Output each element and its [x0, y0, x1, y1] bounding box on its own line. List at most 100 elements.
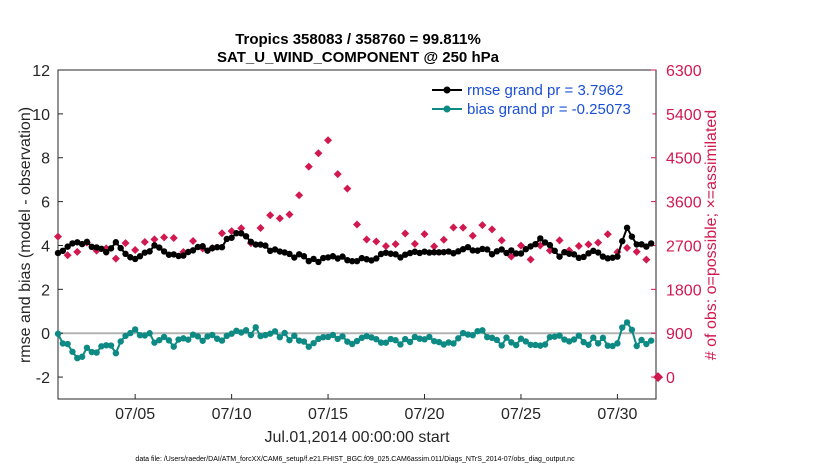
y-tick-label: 10: [32, 107, 50, 124]
obs-assimilated-marker: [140, 238, 149, 247]
rmse-marker: [223, 235, 230, 243]
rmse-marker: [170, 251, 177, 258]
legend: rmse grand pr = 3.7962 bias grand pr = -…: [425, 79, 653, 123]
obs-assimilated-marker: [632, 247, 641, 256]
bias-marker: [377, 339, 385, 346]
obs-assimilated-marker: [516, 241, 525, 250]
rmse-marker: [373, 255, 380, 262]
bias-marker: [204, 333, 211, 340]
y-right-tick-label: 2700: [666, 238, 702, 255]
rmse-marker: [643, 243, 650, 250]
rmse-marker: [213, 244, 221, 251]
rmse-marker: [580, 253, 587, 261]
bias-marker: [324, 333, 332, 341]
rmse-marker: [88, 243, 95, 251]
rmse-marker: [242, 233, 250, 240]
bias-marker: [175, 336, 182, 343]
bias-marker: [368, 334, 375, 341]
bias-marker: [310, 339, 317, 347]
rmse-marker: [54, 249, 62, 257]
legend-box: [425, 79, 653, 123]
rmse-marker: [324, 254, 332, 261]
x-tick-label: 07/15: [308, 406, 348, 423]
bias-marker: [329, 331, 337, 339]
obs-assimilated-marker: [430, 242, 439, 251]
bias-marker: [647, 337, 655, 344]
rmse-marker: [459, 245, 467, 253]
obs-assimilated-marker: [449, 223, 458, 232]
bias-marker: [532, 341, 539, 349]
rmse-marker: [556, 253, 563, 260]
bias-marker: [469, 332, 476, 339]
rmse-marker: [445, 248, 452, 255]
rmse-marker: [363, 256, 370, 263]
obs-assimilated-marker: [73, 247, 82, 256]
obs-assimilated-marker: [574, 242, 583, 251]
obs-assimilated-marker: [594, 238, 603, 247]
bias-marker: [165, 337, 173, 344]
bias-marker: [498, 342, 505, 349]
bias-marker: [493, 336, 501, 344]
rmse-marker: [421, 248, 428, 255]
rmse-marker: [209, 244, 216, 252]
rmse-marker: [570, 251, 578, 258]
bias-marker: [353, 337, 361, 345]
bias-marker: [435, 338, 443, 346]
bias-marker: [74, 354, 81, 362]
rmse-marker: [300, 253, 308, 260]
bias-marker: [512, 341, 520, 349]
obs-assimilated-marker: [217, 229, 226, 238]
obs-assimilated-marker: [459, 223, 468, 232]
rmse-marker: [218, 243, 226, 251]
bias-marker: [546, 333, 554, 341]
rmse-marker: [83, 238, 91, 246]
bias-marker: [156, 336, 163, 344]
y-tick-label: 2: [41, 282, 50, 299]
rmse-marker: [455, 248, 462, 255]
bias-marker: [122, 332, 129, 340]
rmse-marker: [522, 246, 529, 253]
obs-assimilated-marker: [169, 234, 178, 243]
bias-marker: [185, 336, 192, 343]
rmse-marker: [609, 254, 616, 261]
y-right-tick-label: 0: [666, 370, 675, 387]
rmse-marker: [541, 239, 549, 246]
rmse-marker: [493, 248, 501, 255]
bias-marker: [257, 332, 264, 340]
rmse-marker: [474, 247, 481, 254]
obs-assimilated-marker: [439, 235, 448, 244]
obs-assimilated-marker: [324, 136, 333, 145]
rmse-marker: [508, 247, 515, 254]
bias-marker: [527, 341, 534, 348]
rmse-marker: [156, 244, 163, 251]
rmse-marker: [180, 252, 187, 259]
rmse-marker: [305, 257, 312, 265]
rmse-marker: [189, 247, 197, 254]
rmse-marker: [295, 251, 303, 258]
obs-assimilated-marker: [642, 255, 651, 264]
bias-marker: [488, 334, 496, 342]
bias-marker: [320, 333, 327, 341]
rmse-marker: [512, 250, 520, 257]
bias-marker: [464, 331, 472, 338]
bias-marker: [517, 335, 525, 342]
rmse-marker: [527, 243, 534, 250]
rmse-marker: [377, 250, 385, 258]
rmse-marker: [204, 247, 211, 254]
rmse-marker: [561, 249, 568, 256]
bias-marker: [609, 342, 616, 350]
rmse-marker: [348, 257, 356, 265]
rmse-marker: [638, 241, 645, 248]
bias-marker: [638, 336, 645, 344]
rmse-marker: [315, 258, 322, 266]
rmse-marker: [310, 255, 317, 263]
rmse-marker: [78, 240, 86, 248]
bias-marker: [614, 340, 621, 347]
obs-assimilated-marker: [333, 170, 342, 179]
rmse-marker: [257, 241, 264, 248]
rmse-marker: [112, 239, 120, 246]
obs-assimilated-marker: [497, 236, 506, 245]
rmse-marker: [406, 249, 414, 257]
bias-marker: [103, 342, 110, 349]
bias-marker: [315, 335, 322, 343]
